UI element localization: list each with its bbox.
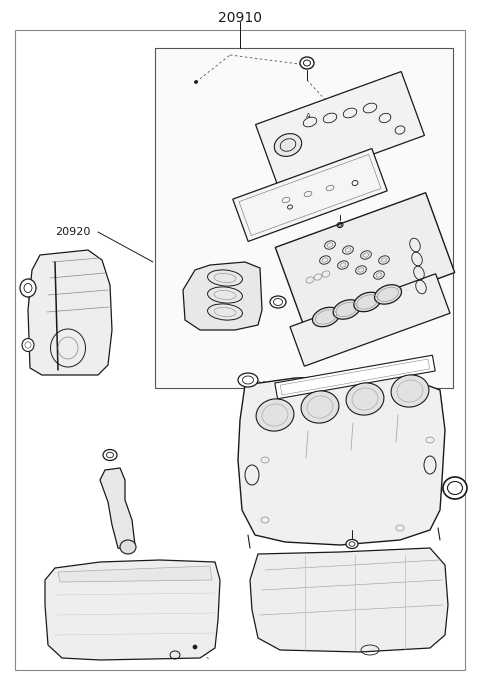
Text: 20910: 20910 xyxy=(218,11,262,25)
Text: A: A xyxy=(306,113,311,119)
Ellipse shape xyxy=(354,292,381,312)
Polygon shape xyxy=(255,72,424,189)
Polygon shape xyxy=(28,250,112,375)
Ellipse shape xyxy=(20,279,36,297)
Ellipse shape xyxy=(120,540,136,554)
Ellipse shape xyxy=(238,373,258,387)
Polygon shape xyxy=(233,149,387,241)
Ellipse shape xyxy=(103,450,117,460)
Polygon shape xyxy=(238,375,445,545)
Ellipse shape xyxy=(256,399,294,431)
Ellipse shape xyxy=(346,383,384,415)
Ellipse shape xyxy=(346,539,358,548)
Ellipse shape xyxy=(274,134,302,156)
Polygon shape xyxy=(58,566,212,582)
Polygon shape xyxy=(100,468,135,550)
Polygon shape xyxy=(45,560,220,660)
Polygon shape xyxy=(290,274,450,366)
Ellipse shape xyxy=(300,57,314,69)
Ellipse shape xyxy=(443,477,467,499)
Ellipse shape xyxy=(391,375,429,407)
Ellipse shape xyxy=(301,391,339,423)
Polygon shape xyxy=(250,548,448,652)
Ellipse shape xyxy=(22,339,34,352)
Ellipse shape xyxy=(312,308,339,327)
Polygon shape xyxy=(275,355,435,399)
Polygon shape xyxy=(183,262,262,330)
Polygon shape xyxy=(276,193,455,327)
Ellipse shape xyxy=(374,285,402,304)
Text: 20920: 20920 xyxy=(55,227,90,237)
Bar xyxy=(155,48,453,388)
Ellipse shape xyxy=(194,80,197,84)
Ellipse shape xyxy=(193,645,197,649)
Ellipse shape xyxy=(270,296,286,308)
Ellipse shape xyxy=(333,299,360,319)
